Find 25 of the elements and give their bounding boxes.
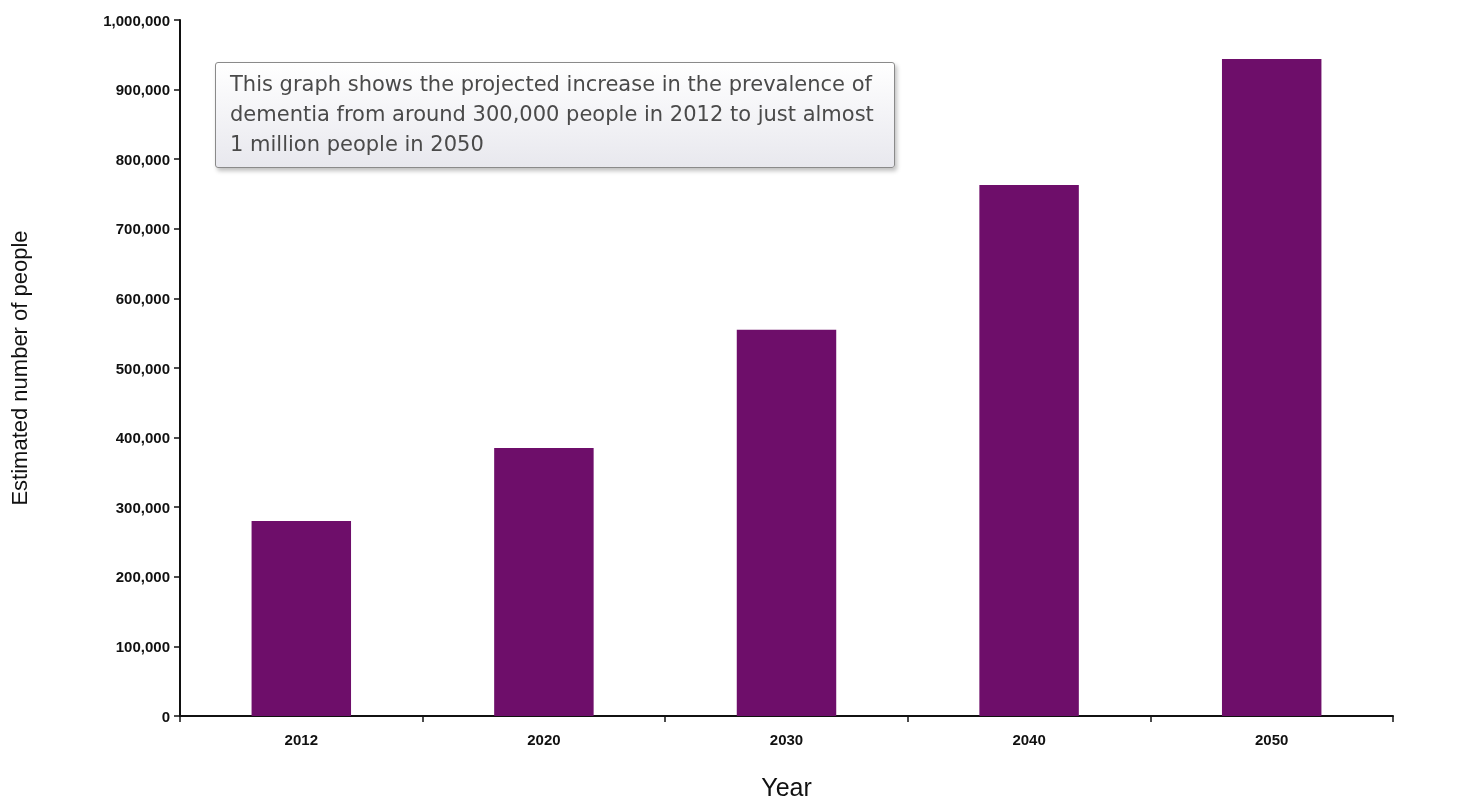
bar — [251, 521, 352, 716]
bar — [979, 184, 1079, 716]
tooltip-box: This graph shows the projected increase in the prevalence of dementia from around 300,000 people in 2012 to just almost 1 million people in 2050 — [215, 62, 895, 168]
y-tick-label: 500,000 — [115, 359, 170, 377]
y-tick-label: 600,000 — [115, 289, 170, 307]
y-axis-title: Estimated number of people — [6, 230, 32, 506]
annotation: This graph shows the projected increase in the prevalence of dementia from around 300,000 people in 2012 to just almost 1 million people in 2050 — [230, 72, 874, 156]
bar — [1221, 58, 1322, 716]
y-tick-label: 800,000 — [115, 150, 170, 168]
bar — [736, 329, 837, 716]
y-tick-label: 300,000 — [115, 498, 170, 516]
bar — [494, 448, 594, 716]
y-tick-label: 1,000,000 — [103, 11, 170, 29]
y-tick-label: 100,000 — [115, 637, 170, 655]
y-tick-label: 400,000 — [115, 429, 170, 447]
x-tick-label: 2050 — [1255, 731, 1289, 748]
x-axis-title: Year — [761, 772, 812, 801]
y-tick-label: 700,000 — [115, 220, 170, 238]
x-tick-label: 2012 — [284, 731, 318, 748]
y-tick-label: 0 — [161, 707, 170, 725]
x-tick-label: 2040 — [1012, 731, 1046, 748]
y-tick-label: 200,000 — [115, 568, 170, 586]
y-tick-label: 900,000 — [115, 81, 170, 99]
x-tick-label: 2030 — [769, 731, 804, 748]
x-tick-label: 2020 — [527, 731, 561, 748]
